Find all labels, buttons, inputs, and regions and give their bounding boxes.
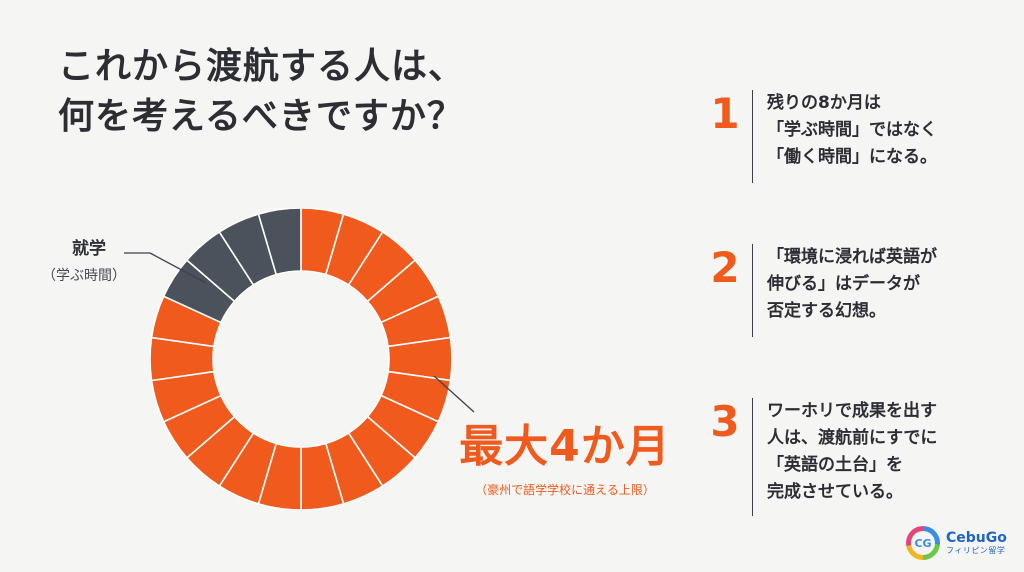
point-1: 1 残りの8か月は 「学ぶ時間」ではなく 「働く時間」になる。: [706, 90, 1002, 183]
point-divider-2: [752, 244, 753, 337]
point-number-1: 1: [710, 89, 740, 138]
donut-hole: [213, 271, 389, 447]
study-callout-sublabel: （学ぶ時間）: [42, 268, 126, 284]
point-2-line-2: 伸びる」はデータが: [767, 274, 920, 294]
logo-text: CebuGo フィリピン留学: [946, 531, 1007, 555]
point-3-line-2: 人は、渡航前にすでに: [767, 428, 938, 448]
study-callout: 就学 （学ぶ時間）: [42, 238, 132, 286]
point-text-1: 残りの8か月は 「学ぶ時間」ではなく 「働く時間」になる。: [767, 90, 937, 171]
logo-name: CebuGo: [946, 530, 1007, 546]
donut-chart: [150, 208, 452, 510]
point-number-3: 3: [710, 397, 740, 446]
point-number-2: 2: [710, 243, 740, 292]
point-divider-1: [752, 90, 753, 183]
brand-logo: CG CebuGo フィリピン留学: [906, 521, 1014, 565]
study-callout-label: 就学: [72, 239, 106, 259]
point-2: 2 「環境に浸れば英語が 伸びる」はデータが 否定する幻想。: [706, 244, 1002, 337]
point-3-line-1: ワーホリで成果を出す: [767, 401, 937, 421]
point-divider-3: [752, 398, 753, 516]
logo-subtitle: フィリピン留学: [946, 546, 1006, 555]
point-1-line-1: 残りの8か月は: [767, 93, 881, 113]
donut-segment-study: [257, 208, 302, 276]
point-3-line-4: 完成させている。: [767, 482, 903, 502]
point-2-line-3: 否定する幻想。: [767, 301, 886, 321]
slide-title: これから渡航する人は、 何を考えるべきですか？: [58, 42, 465, 142]
point-1-line-2: 「学ぶ時間」ではなく: [767, 120, 937, 140]
work-callout-label: 最大4か月: [459, 421, 671, 472]
work-callout-sublabel: （豪州で語学学校に通える上限）: [475, 483, 655, 497]
point-2-line-1: 「環境に浸れば英語が: [767, 247, 937, 267]
point-3: 3 ワーホリで成果を出す 人は、渡航前にすでに 「英語の土台」を 完成させている…: [706, 398, 1002, 516]
point-3-line-3: 「英語の土台」を: [767, 455, 903, 475]
logo-mark-text: CG: [911, 531, 935, 555]
title-line-2: 何を考えるべきですか？: [58, 96, 464, 137]
point-text-2: 「環境に浸れば英語が 伸びる」はデータが 否定する幻想。: [767, 244, 937, 325]
point-text-3: ワーホリで成果を出す 人は、渡航前にすでに 「英語の土台」を 完成させている。: [767, 398, 937, 506]
work-callout: 最大4か月 （豪州で語学学校に通える上限）: [440, 420, 720, 498]
point-1-line-3: 「働く時間」になる。: [767, 147, 937, 167]
logo-icon: CG: [906, 526, 940, 560]
title-line-1: これから渡航する人は、: [58, 46, 466, 87]
